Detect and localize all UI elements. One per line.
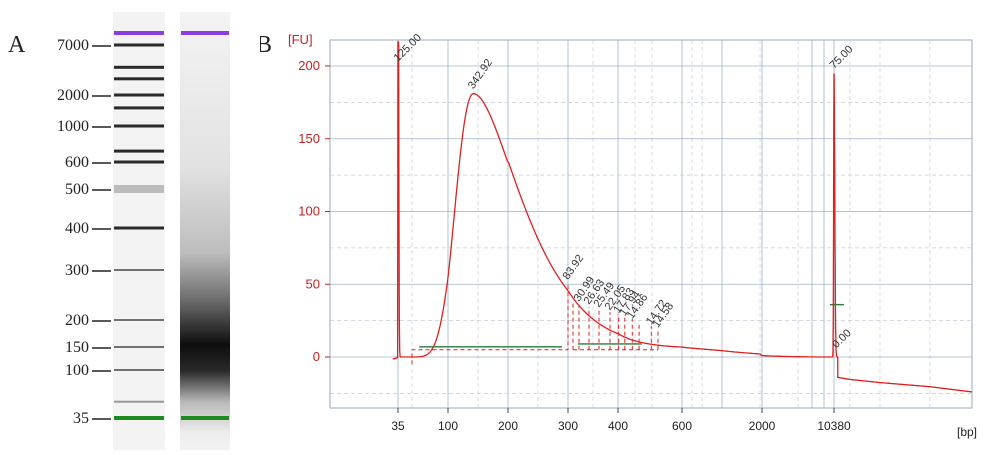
ladder-band (114, 185, 164, 193)
ladder-band (114, 106, 164, 110)
ladder-size-label: 35 (73, 410, 89, 427)
ladder-band (114, 149, 164, 153)
y-axis-unit: [FU] (288, 32, 313, 47)
ladder-band (114, 93, 164, 97)
y-ticks: 0 50 100 150 200 (298, 58, 330, 364)
ladder-size-label: 300 (65, 262, 89, 279)
ladder-size-label: 7000 (57, 37, 89, 54)
x-tick-label: 35 (391, 419, 405, 433)
ladder-band (114, 319, 164, 321)
electropherogram-trace (392, 41, 972, 393)
ladder-band (114, 77, 164, 81)
ladder-band (114, 400, 164, 403)
ladder-size-label: 1000 (57, 118, 89, 135)
y-tick-label: 100 (298, 204, 320, 219)
electropherogram-svg: B 0 50 100 150 200 35 100 200 300 400 600 2000 1038… (256, 32, 977, 439)
y-tick-label: 0 (313, 349, 320, 364)
ladder-size-label: 500 (65, 181, 89, 198)
panel-label-a: A (8, 32, 26, 58)
x-tick-label: 100 (438, 419, 458, 433)
y-tick-label: 50 (306, 276, 320, 291)
ladder-band (114, 226, 164, 230)
ladder-lane (113, 12, 165, 450)
ladder-band (114, 31, 164, 35)
ladder-band (114, 369, 164, 371)
ladder-size-label: 200 (65, 312, 89, 329)
ladder-size-label: 2000 (57, 87, 89, 104)
ladder-size-label: 400 (65, 220, 89, 237)
y-tick-label: 150 (298, 131, 320, 146)
x-tick-label: 2000 (749, 419, 776, 433)
ladder-band (114, 269, 164, 271)
panel-label-b: B (260, 32, 272, 58)
x-tick-label: 400 (608, 419, 628, 433)
gel-svg: A 7000 2000 1000 600 500 400 300 200 150 100 35 (8, 12, 230, 450)
plot-frame (329, 39, 973, 409)
baseline-segments (419, 303, 844, 348)
y-tick-label: 200 (298, 58, 320, 73)
ladder-labels: 7000 2000 1000 600 500 400 300 200 150 100 35 (57, 37, 111, 427)
electropherogram-panel: B 0 50 100 150 200 35 100 200 300 400 600 2000 1038… (256, 0, 985, 450)
ladder-band (114, 416, 164, 420)
ladder-bands (114, 31, 164, 420)
ladder-band (114, 160, 164, 164)
x-tick-label: 300 (558, 419, 578, 433)
gel-panel: A 7000 2000 1000 600 500 400 300 200 150 100 35 (0, 0, 260, 450)
ladder-band (114, 43, 164, 47)
ladder-band (114, 124, 164, 128)
x-tick-label: 10380 (817, 419, 851, 433)
x-ticks: 35 100 200 300 400 600 2000 10380 (391, 408, 851, 433)
sample-markers (181, 31, 229, 420)
x-axis-unit: [bp] (957, 425, 977, 439)
ladder-size-label: 600 (65, 154, 89, 171)
ladder-size-label: 150 (65, 339, 89, 356)
sample-lower-marker-band (181, 416, 229, 420)
ladder-size-label: 100 (65, 362, 89, 379)
sample-lane (180, 12, 230, 450)
ladder-band (114, 346, 164, 348)
x-tick-label: 200 (498, 419, 518, 433)
x-tick-label: 600 (672, 419, 692, 433)
sample-upper-marker-band (181, 31, 229, 35)
ladder-band (114, 65, 164, 69)
